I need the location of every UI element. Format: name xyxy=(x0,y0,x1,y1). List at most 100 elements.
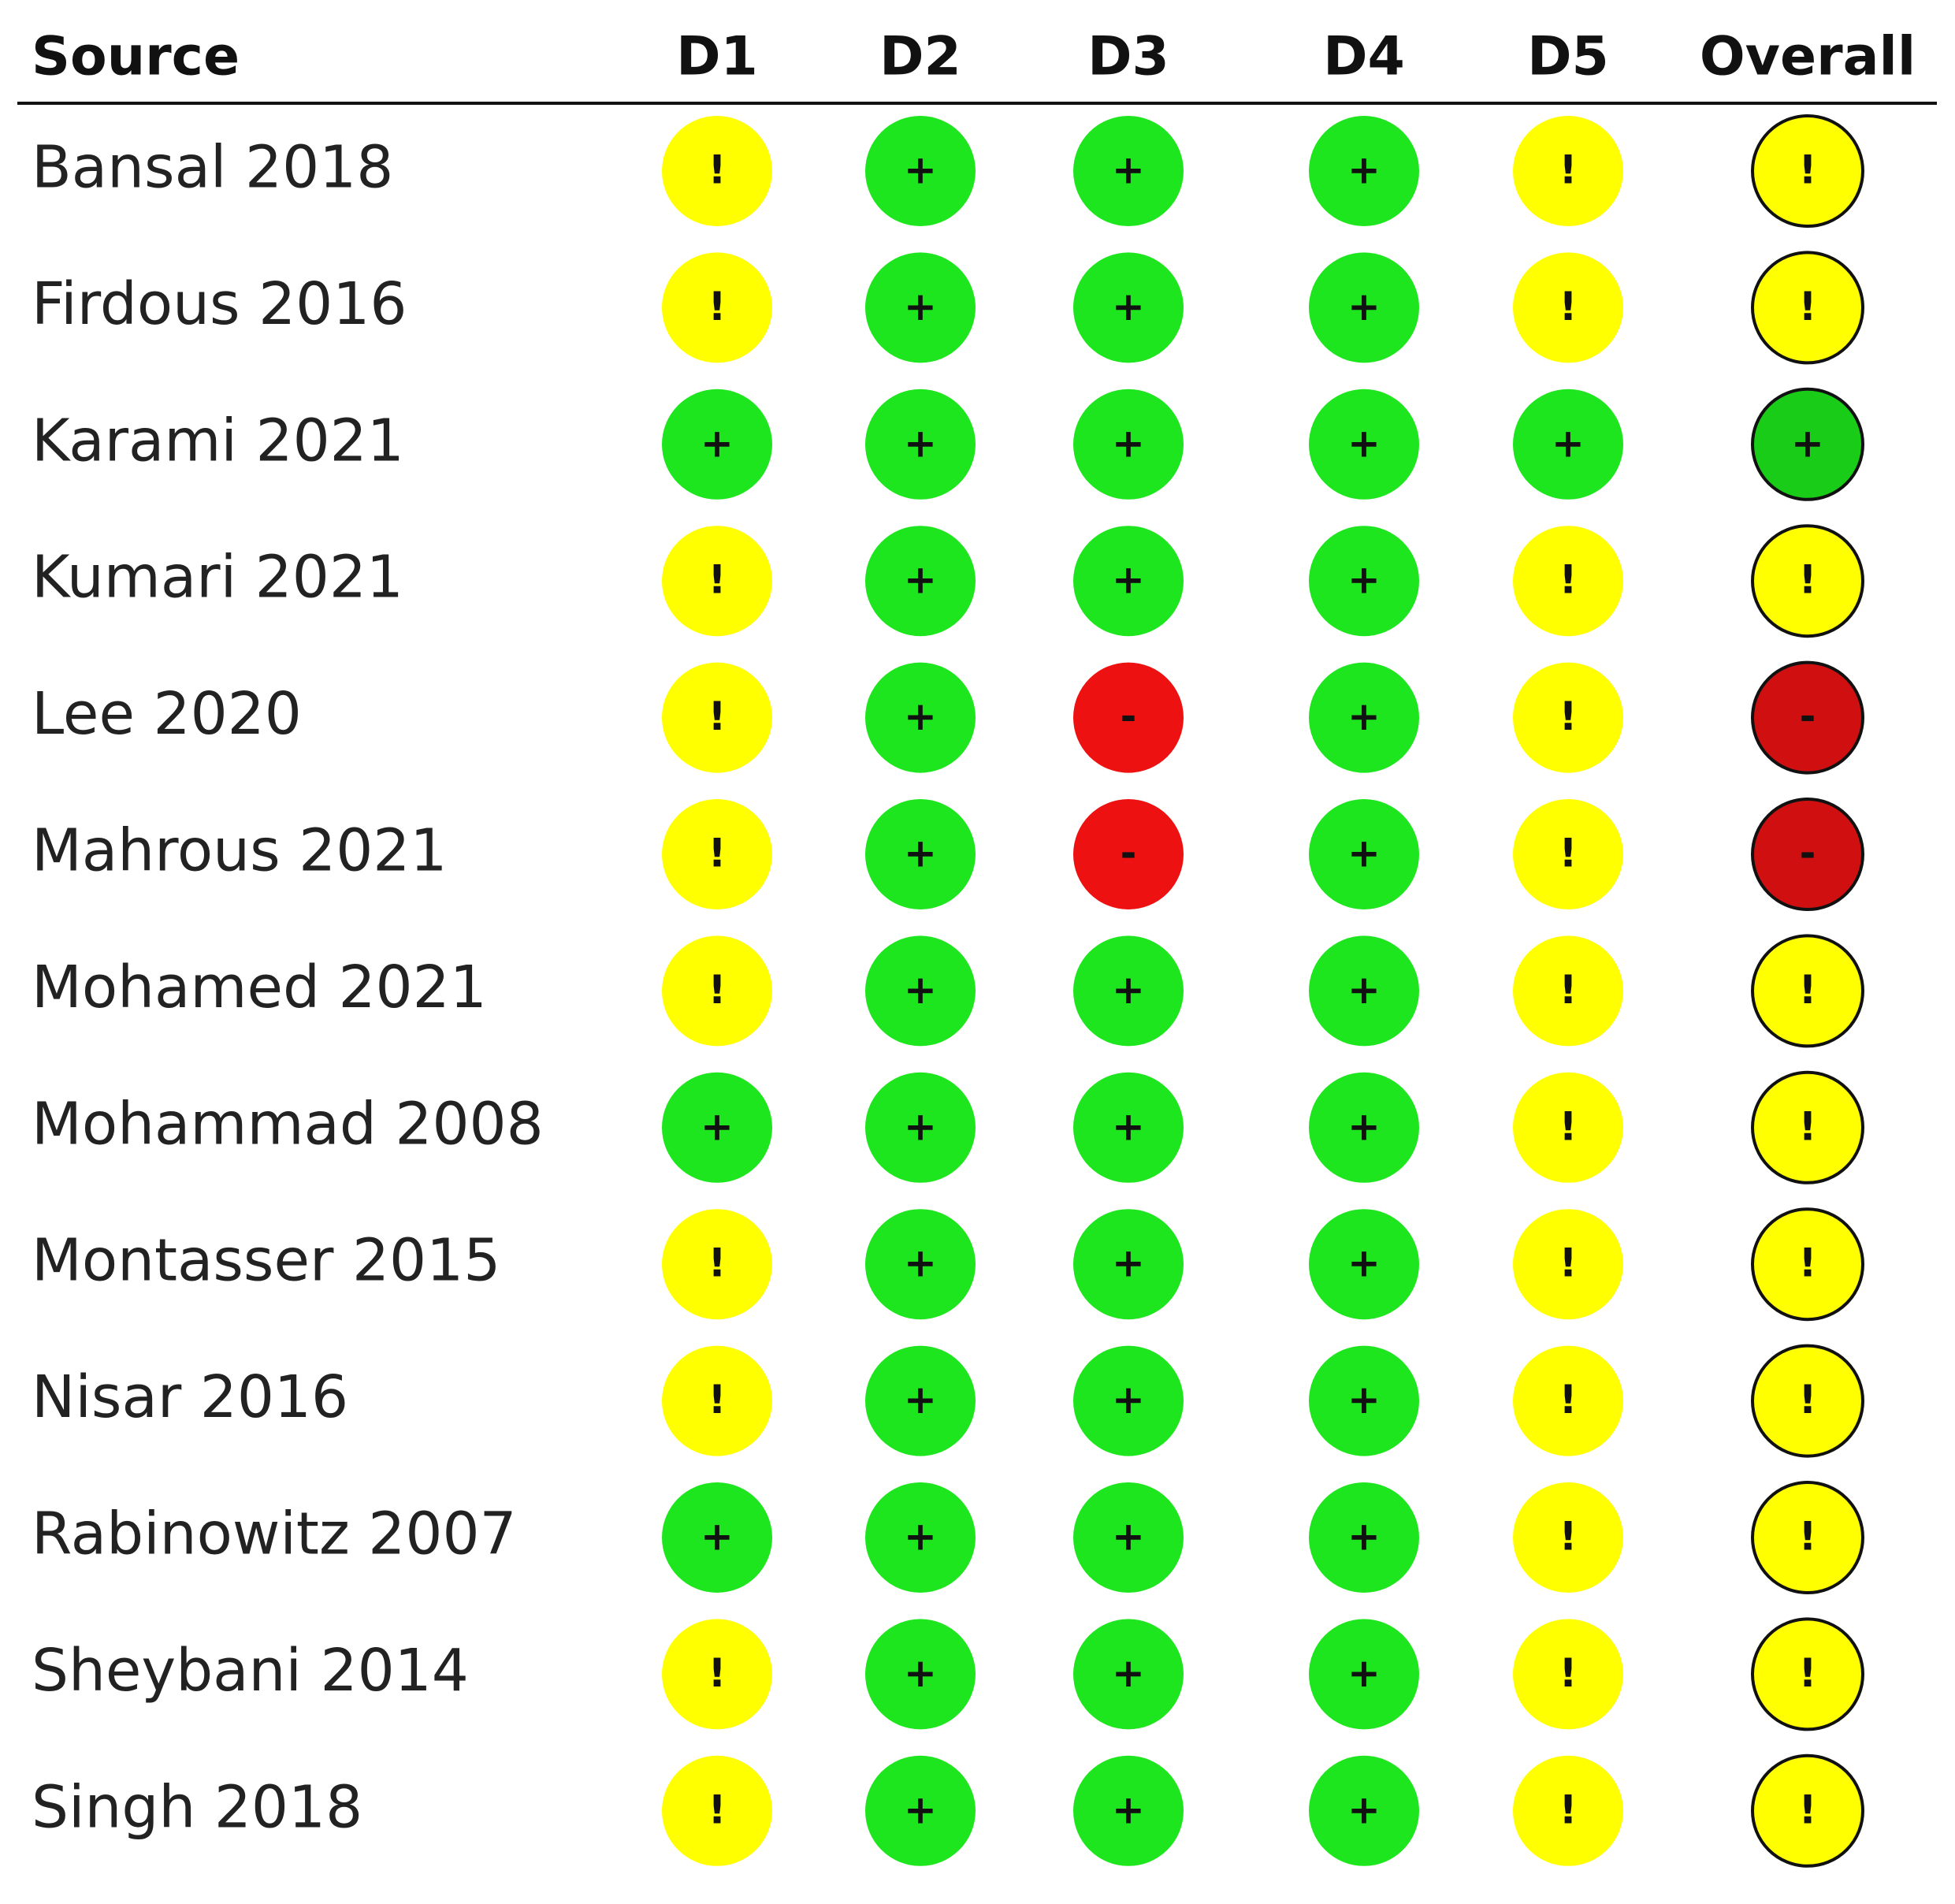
judgement-symbol: ! xyxy=(1559,1650,1578,1696)
judgement-symbol: ! xyxy=(1799,1377,1817,1422)
domain-judgement xyxy=(865,389,976,500)
judgement-symbol: ! xyxy=(708,1377,727,1422)
judgement-symbol: + xyxy=(1347,1103,1381,1149)
domain-judgement xyxy=(662,662,772,773)
overall-judgement xyxy=(1751,1344,1864,1458)
judgement-symbol: ! xyxy=(1559,1240,1578,1286)
overall-judgement xyxy=(1751,934,1864,1048)
overall-judgement xyxy=(1751,1481,1864,1594)
judgement-symbol: + xyxy=(904,147,937,193)
judgement-symbol: + xyxy=(1112,967,1145,1013)
judgement-symbol: + xyxy=(1347,694,1381,739)
judgement-symbol: + xyxy=(1347,1787,1381,1832)
domain-judgement xyxy=(662,1209,772,1320)
judgement-symbol: ! xyxy=(1799,1514,1817,1560)
domain-judgement xyxy=(1309,1619,1419,1730)
judgement-symbol: ! xyxy=(1799,1103,1817,1149)
judgement-symbol: + xyxy=(1112,1787,1145,1832)
domain-judgement xyxy=(662,799,772,909)
judgement-symbol: ! xyxy=(708,1240,727,1286)
study-source: Lee 2020 xyxy=(32,680,302,748)
domain-judgement xyxy=(662,252,772,363)
domain-judgement xyxy=(865,252,976,363)
judgement-symbol: ! xyxy=(1559,831,1578,876)
judgement-symbol: - xyxy=(1800,694,1816,739)
judgement-symbol: + xyxy=(1347,1377,1381,1422)
domain-judgement xyxy=(662,1072,772,1183)
domain-judgement xyxy=(865,116,976,226)
judgement-symbol: ! xyxy=(708,284,727,329)
judgement-symbol: + xyxy=(904,1240,937,1286)
overall-judgement xyxy=(1751,524,1864,638)
domain-judgement xyxy=(1073,799,1184,909)
judgement-symbol: + xyxy=(1347,284,1381,329)
domain-judgement xyxy=(1309,799,1419,909)
domain-judgement xyxy=(1073,1482,1184,1593)
domain-judgement xyxy=(1309,252,1419,363)
domain-judgement xyxy=(1073,662,1184,773)
judgement-symbol: + xyxy=(1791,420,1824,466)
domain-judgement xyxy=(662,389,772,500)
domain-judgement xyxy=(1309,935,1419,1047)
judgement-symbol: + xyxy=(1112,420,1145,466)
judgement-symbol: + xyxy=(904,1650,937,1696)
judgement-symbol: + xyxy=(1112,147,1145,193)
judgement-symbol: + xyxy=(1347,1514,1381,1560)
judgement-symbol: + xyxy=(1347,147,1381,193)
domain-judgement xyxy=(1309,526,1419,637)
domain-judgement xyxy=(1073,116,1184,226)
domain-judgement xyxy=(662,1345,772,1456)
study-source: Sheybani 2014 xyxy=(32,1637,469,1705)
judgement-symbol: + xyxy=(701,420,734,466)
overall-judgement xyxy=(1751,387,1864,501)
judgement-symbol: + xyxy=(904,284,937,329)
domain-judgement xyxy=(1513,799,1623,909)
domain-judgement xyxy=(865,935,976,1047)
domain-judgement xyxy=(1073,1619,1184,1730)
judgement-symbol: + xyxy=(1347,1240,1381,1286)
overall-judgement xyxy=(1751,798,1864,911)
domain-judgement xyxy=(1309,662,1419,773)
domain-judgement xyxy=(1513,389,1623,500)
domain-judgement xyxy=(1513,1345,1623,1456)
judgement-symbol: ! xyxy=(708,831,727,876)
judgement-symbol: + xyxy=(1112,1514,1145,1560)
domain-judgement xyxy=(865,1345,976,1456)
overall-judgement xyxy=(1751,660,1864,775)
judgement-symbol: + xyxy=(1347,967,1381,1013)
domain-judgement xyxy=(1513,1755,1623,1866)
judgement-symbol: + xyxy=(1112,557,1145,603)
judgement-symbol: ! xyxy=(708,967,727,1013)
judgement-symbol: + xyxy=(904,1377,937,1422)
domain-judgement xyxy=(865,526,976,637)
judgement-symbol: + xyxy=(1112,1650,1145,1696)
domain-judgement xyxy=(1513,526,1623,637)
domain-judgement xyxy=(1073,1072,1184,1183)
judgement-symbol: + xyxy=(904,694,937,739)
domain-judgement xyxy=(1513,1482,1623,1593)
domain-judgement xyxy=(1309,1482,1419,1593)
domain-judgement xyxy=(1309,1345,1419,1456)
judgement-symbol: ! xyxy=(708,694,727,739)
domain-judgement xyxy=(662,1755,772,1866)
domain-judgement xyxy=(1513,662,1623,773)
judgement-symbol: ! xyxy=(1559,147,1578,193)
study-source: Mahrous 2021 xyxy=(32,817,447,885)
overall-judgement xyxy=(1751,114,1864,228)
judgement-symbol: ! xyxy=(1559,557,1578,603)
domain-judgement xyxy=(865,662,976,773)
judgement-symbol: ! xyxy=(1799,1787,1817,1832)
domain-judgement xyxy=(662,116,772,226)
column-header: D5 xyxy=(1527,26,1609,88)
judgement-symbol: ! xyxy=(1559,694,1578,739)
judgement-symbol: ! xyxy=(708,1650,727,1696)
domain-judgement xyxy=(662,1619,772,1730)
judgement-symbol: + xyxy=(904,1787,937,1832)
judgement-symbol: ! xyxy=(1559,284,1578,329)
study-source: Mohammad 2008 xyxy=(32,1090,544,1158)
judgement-symbol: + xyxy=(1347,420,1381,466)
study-source: Singh 2018 xyxy=(32,1773,362,1841)
domain-judgement xyxy=(1073,1345,1184,1456)
